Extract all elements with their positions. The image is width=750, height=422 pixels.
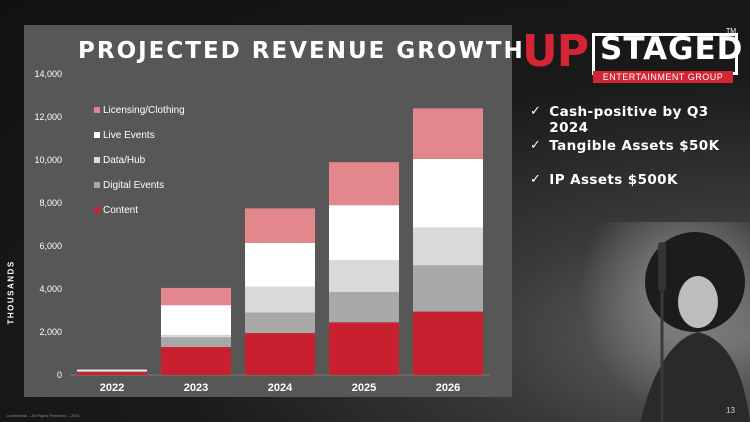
bar-segment-live-events [413, 158, 483, 228]
y-tick-label: 10,000 [34, 155, 62, 165]
x-tick-label: 2023 [184, 382, 208, 394]
page-number: 13 [726, 406, 735, 415]
bar-segment-licensing-clothing [329, 162, 399, 206]
legend-label: Digital Events [103, 180, 164, 191]
bullet-item: ✓ Cash-positive by Q3 2024 [530, 104, 750, 138]
bar-segment-digital-events [245, 312, 315, 334]
logo-up-text: UP [522, 26, 589, 77]
footer-text: Confidential – All Rights Reserved – 202… [6, 413, 80, 418]
bar-segment-digital-events [77, 371, 147, 372]
y-tick-label: 14,000 [34, 69, 62, 79]
y-tick-label: 8,000 [39, 198, 62, 208]
bar-segment-content [413, 311, 483, 375]
bar-segment-data-hub [413, 227, 483, 266]
legend-label: Data/Hub [103, 155, 146, 166]
bar-segment-digital-events [329, 292, 399, 323]
bullet-text: Tangible Assets $50K [549, 138, 720, 154]
logo-subtitle: ENTERTAINMENT GROUP [593, 71, 733, 83]
bar-segment-content [245, 333, 315, 375]
bar-segment-licensing-clothing [413, 108, 483, 159]
legend-swatch [94, 132, 100, 138]
legend-label: Content [103, 205, 138, 216]
logo-trademark: TM [726, 28, 737, 35]
bar-segment-live-events [245, 242, 315, 287]
bar-segment-data-hub [77, 370, 147, 372]
y-tick-label: 2,000 [39, 327, 62, 337]
legend-label: Licensing/Clothing [103, 105, 185, 116]
singer-photo [580, 222, 750, 422]
logo-staged-text: STAGED [600, 31, 744, 67]
slide-title: PROJECTED REVENUE GROWTH [78, 38, 525, 64]
legend-swatch [94, 182, 100, 188]
bullet-item: ✓ IP Assets $500K [530, 172, 750, 206]
y-tick-label: 0 [57, 370, 62, 380]
legend-swatch [94, 157, 100, 163]
highlights-list: ✓ Cash-positive by Q3 2024 ✓ Tangible As… [530, 104, 750, 206]
bullet-text: Cash-positive by Q3 2024 [549, 104, 709, 136]
legend-swatch [94, 107, 100, 113]
checkmark-icon: ✓ [530, 104, 542, 119]
bar-segment-data-hub [329, 259, 399, 293]
x-tick-label: 2022 [100, 382, 124, 394]
bar-segment-live-events [329, 205, 399, 260]
y-tick-label: 4,000 [39, 284, 62, 294]
bar-segment-content [329, 322, 399, 375]
bar-segment-licensing-clothing [161, 287, 231, 306]
bar-segment-digital-events [161, 337, 231, 348]
checkmark-icon: ✓ [530, 172, 542, 187]
bar-segment-data-hub [245, 286, 315, 313]
y-axis-label: THOUSANDS [6, 260, 16, 325]
bullet-text: IP Assets $500K [549, 172, 678, 188]
x-tick-label: 2026 [436, 382, 460, 394]
bar-segment-data-hub [161, 335, 231, 338]
x-tick-label: 2025 [352, 382, 376, 394]
legend-label: Live Events [103, 130, 155, 141]
bar-segment-licensing-clothing [245, 208, 315, 243]
bar-segment-digital-events [413, 265, 483, 312]
bullet-item: ✓ Tangible Assets $50K [530, 138, 750, 172]
bar-segment-live-events [161, 305, 231, 336]
bar-segment-content [77, 371, 147, 375]
checkmark-icon: ✓ [530, 138, 542, 153]
bar-segment-live-events [77, 369, 147, 371]
bar-segment-content [161, 347, 231, 375]
legend-swatch [94, 207, 100, 213]
y-tick-label: 12,000 [34, 112, 62, 122]
y-tick-label: 6,000 [39, 241, 62, 251]
x-tick-label: 2024 [268, 382, 293, 394]
